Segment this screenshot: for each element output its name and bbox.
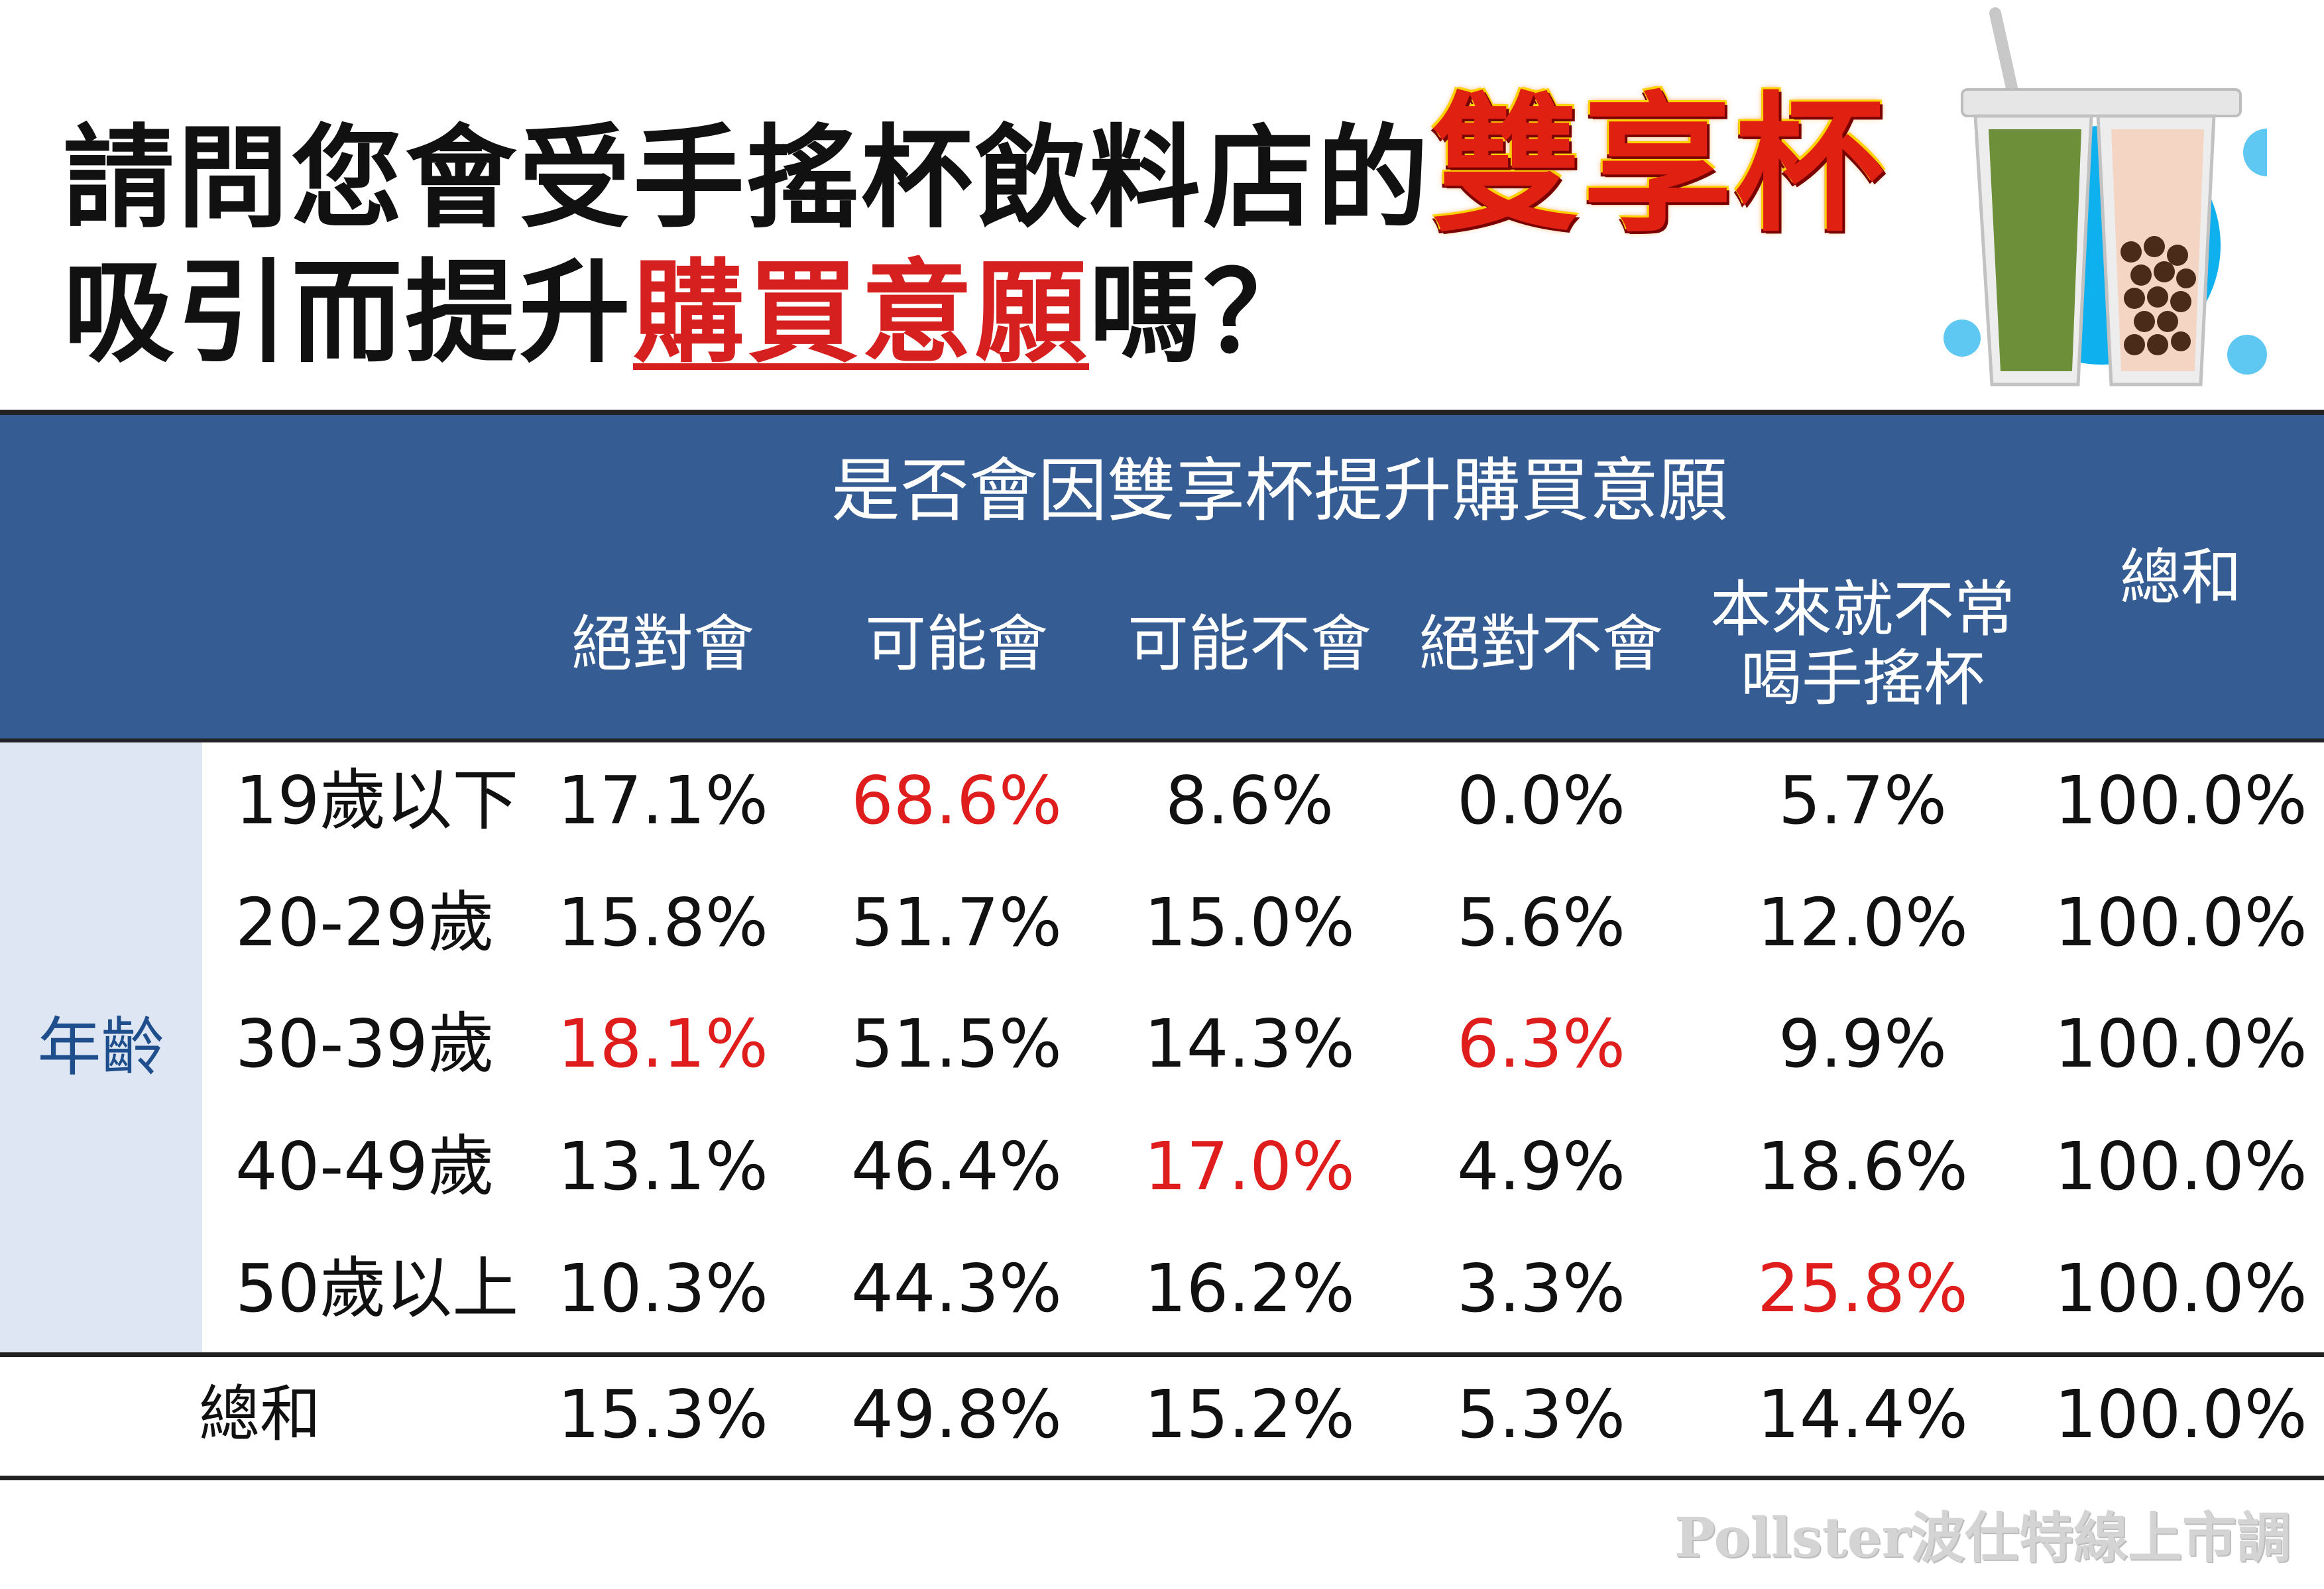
table-header-rule <box>0 738 2324 742</box>
title-line1-emphasis: 雙享杯 <box>1431 79 1887 253</box>
table-cell: 100.0% <box>2054 1005 2307 1083</box>
bubble-dot <box>2227 335 2267 375</box>
total-cell: 14.4% <box>1757 1376 1968 1453</box>
column-header-c5-line1: 本來就不常 <box>1710 574 2015 645</box>
watermark: Pollster波仕特線上市調 <box>1674 1506 2291 1570</box>
table-group-header: 是否會因雙享杯提升購買意願 <box>831 450 1727 531</box>
table-cell: 0.0% <box>1456 762 1626 839</box>
table-cell: 13.1% <box>557 1128 768 1205</box>
title-line2-emphasis: 購買意願 <box>633 248 1089 378</box>
row-label: 20-29歲 <box>235 884 494 961</box>
title-line1-prefix: 請問您會受手搖杯飲料店的 <box>63 113 1431 243</box>
table-cell: 9.9% <box>1778 1005 1947 1083</box>
column-header-c2: 可能會 <box>864 609 1048 679</box>
title-line-1: 請問您會受手搖杯飲料店的雙享杯 <box>63 91 1887 245</box>
table-cell: 8.6% <box>1165 762 1334 839</box>
table-cell: 68.6% <box>851 762 1062 839</box>
total-row-label: 總和 <box>199 1379 321 1450</box>
table-cell: 51.5% <box>851 1005 1062 1083</box>
table-cell: 25.8% <box>1757 1250 1968 1327</box>
tapioca-pearls <box>2121 236 2196 355</box>
table-cell: 100.0% <box>2054 884 2307 961</box>
table-cell: 15.0% <box>1144 884 1355 961</box>
total-cell: 5.3% <box>1456 1376 1626 1453</box>
total-cell: 100.0% <box>2054 1376 2307 1453</box>
total-cell: 15.2% <box>1144 1376 1355 1453</box>
table-cell: 4.9% <box>1456 1128 1626 1205</box>
row-label: 19歲以下 <box>235 762 519 839</box>
column-header-c1: 絕對會 <box>571 609 754 679</box>
bubble-dot <box>1944 320 1981 357</box>
cup-lid <box>1961 88 2242 117</box>
total-bottom-rule <box>0 1476 2324 1480</box>
table-top-rule <box>0 410 2324 415</box>
table-cell: 6.3% <box>1456 1005 1626 1083</box>
table-cell: 16.2% <box>1144 1250 1355 1327</box>
age-group-band <box>0 742 202 1352</box>
table-cell: 17.0% <box>1144 1128 1355 1205</box>
table-cell: 46.4% <box>851 1128 1062 1205</box>
row-label: 50歲以上 <box>235 1250 519 1327</box>
table-cell: 18.6% <box>1757 1128 1968 1205</box>
table-cell: 100.0% <box>2054 762 2307 839</box>
title-line-2: 吸引而提升購買意願嗎？ <box>63 247 1317 379</box>
table-cell: 15.8% <box>557 884 768 961</box>
bubble-tea-cups-icon <box>1944 7 2267 386</box>
left-drink <box>1989 129 2081 371</box>
table-cell: 10.3% <box>557 1250 768 1327</box>
row-label: 30-39歲 <box>235 1005 494 1083</box>
row-label: 40-49歲 <box>235 1128 494 1205</box>
table-cell: 100.0% <box>2054 1128 2307 1205</box>
table-cell: 51.7% <box>851 884 1062 961</box>
table-cell: 18.1% <box>557 1005 768 1083</box>
bubble-dot <box>2243 129 2267 176</box>
table-cell: 5.6% <box>1456 884 1626 961</box>
table-header-band <box>0 415 2324 738</box>
table-cell: 12.0% <box>1757 884 1968 961</box>
column-header-total: 總和 <box>2119 542 2242 613</box>
age-group-label: 年齡 <box>37 1010 165 1085</box>
table-cell: 14.3% <box>1144 1005 1355 1083</box>
table-cell: 100.0% <box>2054 1250 2307 1327</box>
table-cell: 44.3% <box>851 1250 1062 1327</box>
table-cell: 5.7% <box>1778 762 1947 839</box>
column-header-c4: 絕對不會 <box>1419 609 1663 679</box>
total-cell: 49.8% <box>851 1376 1062 1453</box>
title-line2-suffix: 嗎？ <box>1089 248 1317 378</box>
column-header-c5-line2: 喝手搖杯 <box>1740 643 1985 714</box>
table-cell: 3.3% <box>1456 1250 1626 1327</box>
title-line2-prefix: 吸引而提升 <box>63 248 633 378</box>
table-cell: 17.1% <box>557 762 768 839</box>
column-header-c3: 可能不會 <box>1127 609 1371 679</box>
total-cell: 15.3% <box>557 1376 768 1453</box>
total-top-rule <box>0 1352 2324 1357</box>
